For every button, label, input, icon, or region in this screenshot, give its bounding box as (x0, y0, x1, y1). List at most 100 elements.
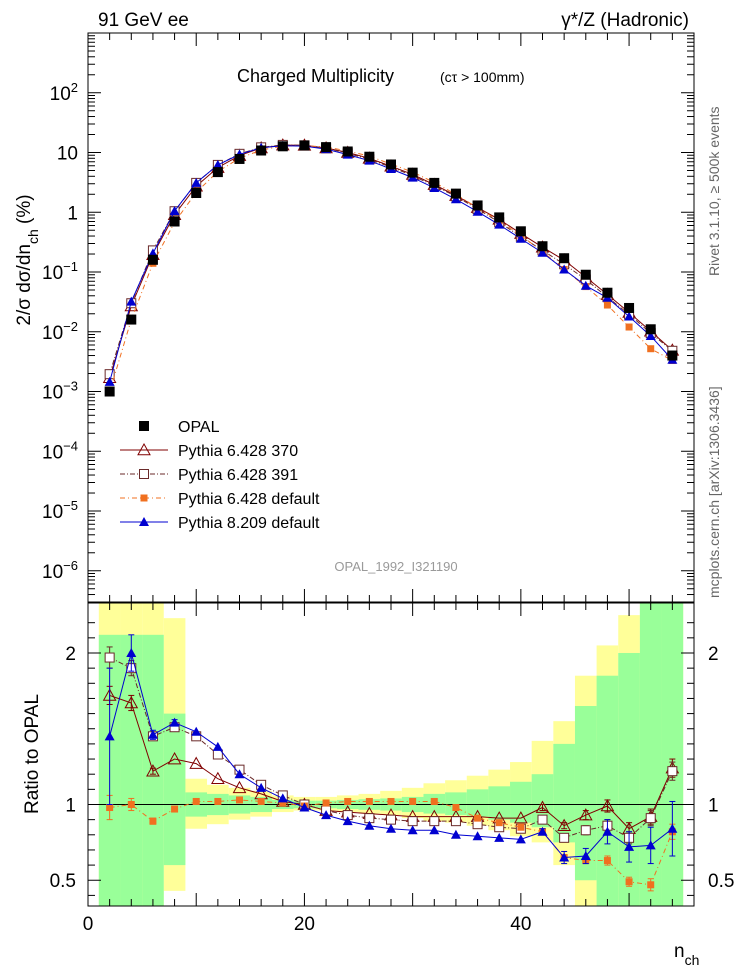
data-point (364, 820, 375, 830)
data-point (517, 823, 525, 831)
data-point (171, 805, 179, 813)
data-point (365, 797, 373, 805)
data-point (127, 800, 135, 808)
data-point (407, 167, 418, 178)
legend-marker (139, 469, 149, 479)
data-point (169, 205, 180, 215)
band-green (120, 634, 143, 906)
data-point (236, 796, 243, 804)
data-point (124, 695, 139, 709)
y-tick-label: 10−6 (42, 558, 78, 583)
data-point (429, 825, 440, 835)
data-point (535, 800, 550, 813)
data-point (580, 280, 591, 290)
data-point (409, 797, 417, 805)
data-point (189, 756, 204, 769)
ratio-ylabel: Ratio to OPAL (22, 694, 43, 814)
data-point (625, 323, 633, 331)
y-tick-label: 10−2 (42, 319, 78, 344)
data-point (515, 834, 526, 844)
data-point (647, 881, 655, 889)
main-series (102, 138, 680, 384)
data-point (452, 804, 460, 812)
data-point (106, 804, 114, 812)
band-green (510, 781, 532, 823)
x-tick-label: 20 (294, 914, 315, 935)
mcplots-label: mcplots.cern.ch [arXiv:1306.3436] (706, 386, 722, 598)
data-point (146, 764, 160, 777)
data-point (537, 826, 548, 836)
data-point (429, 177, 440, 188)
data-point (667, 766, 678, 777)
main-ylabel: 2/σ dσ/dnch (%) (14, 194, 41, 325)
main-series (104, 140, 678, 397)
data-point (645, 813, 656, 824)
ratio-y-tick-label: 0.5 (50, 871, 76, 892)
header-right: γ*/Z (Hadronic) (561, 10, 689, 31)
legend-marker (137, 442, 151, 456)
data-point (559, 264, 570, 274)
y-tick-label: 10 (57, 144, 78, 165)
data-point (625, 878, 633, 886)
data-point (234, 769, 245, 779)
data-point (192, 797, 200, 805)
data-point (450, 816, 461, 827)
legend-label: Pythia 8.209 default (178, 515, 320, 532)
data-point (647, 345, 655, 353)
y-tick-label: 10−3 (42, 379, 78, 404)
data-point (430, 797, 438, 805)
data-point (126, 296, 137, 306)
data-point (212, 159, 223, 169)
data-point (256, 145, 267, 156)
data-point (515, 226, 526, 237)
data-point (232, 780, 247, 794)
data-point (580, 851, 591, 861)
data-point (104, 731, 115, 741)
data-point (147, 254, 158, 265)
data-point (212, 167, 223, 178)
x-tick-label: 0 (83, 914, 94, 935)
legend-marker (139, 421, 149, 431)
data-point (407, 825, 418, 835)
data-point (126, 314, 137, 325)
main-panel: 10−6 10−5 10−4 10−3 10−2 10−1 1 10 102 (42, 32, 695, 603)
data-point (624, 841, 635, 851)
y-tick-label: 10−5 (42, 498, 78, 523)
data-point (603, 301, 611, 309)
data-point (104, 386, 115, 397)
main-series (104, 140, 678, 386)
data-point (256, 782, 267, 792)
ratio-y-tick-label-right: 1 (708, 795, 719, 816)
data-point (557, 818, 571, 832)
data-point (559, 832, 570, 843)
data-point (537, 814, 548, 825)
ratio-series (104, 634, 678, 865)
legend-item: Pythia 6.428 default (120, 491, 320, 508)
data-point (450, 829, 461, 839)
header-left: 91 GeV ee (98, 10, 189, 31)
data-point (645, 840, 656, 850)
band-green (639, 603, 662, 906)
ratio-xlabel: nch (674, 941, 699, 968)
ratio-y-tick-label: 2 (65, 644, 76, 665)
band-green (466, 789, 489, 817)
data-point (624, 311, 635, 321)
y-tick-label: 1 (67, 203, 78, 224)
data-point (472, 831, 483, 841)
data-point (624, 302, 635, 313)
data-point (149, 817, 157, 825)
data-point (580, 825, 591, 836)
x-tick-label: 40 (510, 914, 531, 935)
data-point (602, 826, 613, 836)
data-point (364, 151, 375, 162)
data-point (277, 141, 288, 152)
band-green (445, 792, 467, 816)
data-point (167, 752, 182, 765)
band-green (553, 743, 575, 843)
data-point (342, 146, 353, 157)
data-point (169, 717, 180, 727)
data-point (494, 219, 505, 229)
data-point (450, 194, 461, 204)
band-green (618, 652, 640, 906)
rivet-label: Rivet 3.1.10, ≥ 500k events (706, 106, 722, 276)
